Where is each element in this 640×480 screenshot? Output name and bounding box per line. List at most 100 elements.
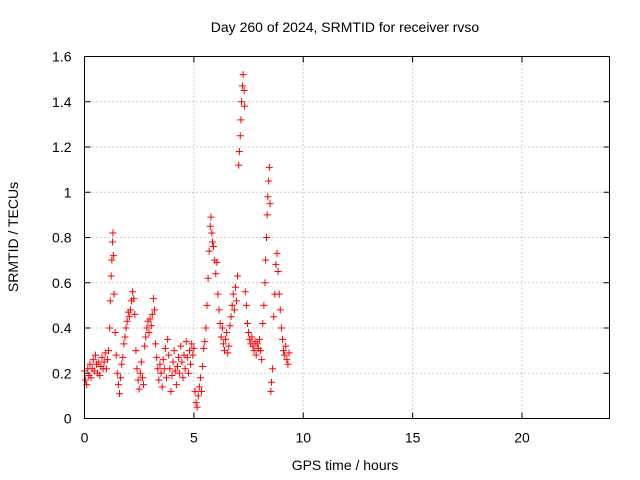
- data-point: [241, 102, 249, 110]
- data-point: [170, 347, 178, 355]
- y-tick-label: 0.8: [52, 230, 72, 246]
- data-point: [140, 381, 148, 389]
- data-point: [237, 116, 245, 124]
- data-point: [89, 356, 97, 364]
- data-point: [171, 367, 179, 375]
- data-point: [126, 306, 134, 314]
- data-point: [149, 295, 157, 303]
- data-point: [272, 261, 280, 269]
- data-point: [196, 374, 204, 382]
- data-point: [276, 306, 284, 314]
- data-point: [202, 324, 210, 332]
- data-point: [103, 356, 111, 364]
- data-point: [137, 358, 145, 366]
- data-point: [138, 374, 146, 382]
- data-point: [224, 349, 232, 357]
- data-point: [120, 340, 128, 348]
- data-points: [81, 71, 293, 411]
- data-point: [233, 297, 241, 305]
- data-point: [141, 342, 149, 350]
- y-tick-label: 1: [64, 184, 72, 200]
- data-point: [199, 362, 207, 370]
- data-point: [192, 399, 200, 407]
- data-point: [119, 353, 127, 361]
- data-point: [250, 347, 258, 355]
- data-point: [163, 374, 171, 382]
- data-point: [187, 360, 195, 368]
- data-point: [129, 288, 137, 296]
- data-point: [205, 247, 213, 255]
- data-point: [86, 360, 94, 368]
- data-point: [161, 344, 169, 352]
- data-point: [258, 356, 266, 364]
- data-point: [155, 376, 163, 384]
- data-point: [241, 288, 249, 296]
- data-point: [245, 329, 253, 337]
- data-point: [112, 351, 120, 359]
- data-point: [283, 356, 291, 364]
- data-point: [184, 369, 192, 377]
- data-point: [118, 360, 126, 368]
- plot-frame: [84, 56, 610, 419]
- data-point: [186, 347, 193, 355]
- data-point: [145, 329, 153, 337]
- data-point: [216, 319, 224, 327]
- data-point: [252, 351, 260, 359]
- data-point: [243, 319, 251, 327]
- data-point: [96, 372, 104, 380]
- tick-layer: 0 0.2 0.4 0.6 0.8 1 1.2 1.4 1.6 0 5 10 15 20: [52, 49, 610, 446]
- y-tick-label: 1.2: [52, 139, 72, 155]
- data-point: [198, 387, 206, 395]
- data-point: [281, 351, 289, 359]
- data-point: [201, 338, 209, 346]
- data-point: [134, 376, 142, 384]
- data-point: [212, 270, 220, 278]
- data-point: [182, 338, 190, 346]
- data-point: [269, 365, 277, 373]
- data-point: [265, 177, 273, 185]
- data-point: [190, 344, 198, 352]
- x-tick-label: 15: [405, 430, 421, 446]
- data-point: [122, 324, 130, 332]
- data-point: [116, 390, 123, 398]
- data-point: [106, 297, 114, 305]
- data-point: [109, 238, 116, 246]
- data-point: [152, 340, 160, 348]
- data-point: [257, 347, 265, 355]
- data-point: [259, 319, 267, 327]
- data-point: [177, 342, 185, 350]
- data-point: [153, 353, 161, 361]
- data-point: [223, 329, 231, 337]
- data-point: [195, 383, 203, 391]
- data-point: [263, 234, 270, 241]
- data-point: [267, 387, 275, 395]
- data-point: [146, 315, 154, 323]
- x-tick-label: 5: [190, 430, 198, 446]
- data-point: [164, 335, 172, 343]
- data-point: [214, 290, 222, 298]
- data-point: [273, 249, 281, 257]
- data-point: [249, 342, 257, 350]
- data-point: [117, 374, 125, 382]
- grid-layer: [84, 56, 610, 419]
- data-point: [121, 333, 129, 341]
- data-point: [207, 213, 215, 221]
- y-tick-label: 1.4: [52, 94, 72, 110]
- data-point: [143, 324, 151, 332]
- y-tick-label: 0.2: [52, 365, 72, 381]
- data-point: [189, 351, 197, 359]
- data-point: [166, 365, 174, 373]
- chart-title: Day 260 of 2024, SRMTID for receiver rvs…: [211, 19, 480, 35]
- data-point: [193, 403, 201, 411]
- data-point: [109, 252, 117, 260]
- data-point: [110, 290, 118, 298]
- data-point: [285, 349, 293, 357]
- data-point: [111, 329, 119, 337]
- data-point: [206, 222, 214, 230]
- data-point: [275, 290, 283, 298]
- data-point: [109, 229, 117, 237]
- data-point: [113, 369, 121, 377]
- data-point: [91, 351, 99, 359]
- data-point: [87, 374, 95, 382]
